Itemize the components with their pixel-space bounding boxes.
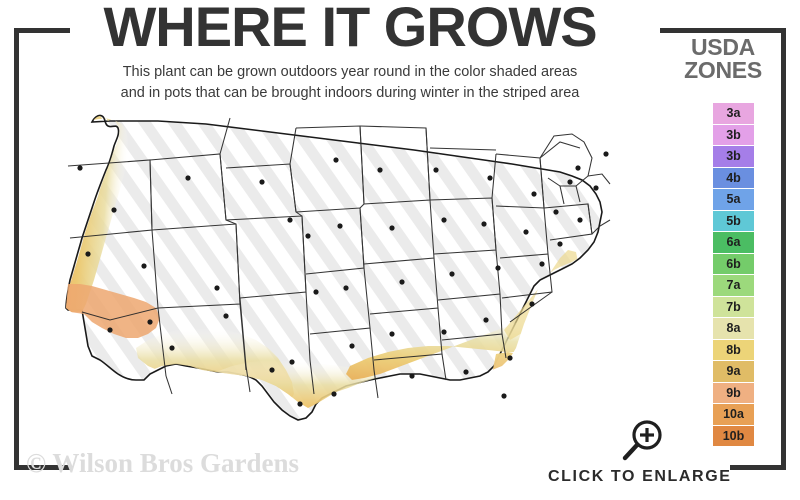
subtitle-line-1: This plant can be grown outdoors year ro… xyxy=(122,64,578,80)
frame-corner-top-right-horizontal xyxy=(660,28,786,33)
frame-edge-left xyxy=(14,28,19,470)
usda-zone-map[interactable] xyxy=(40,108,650,448)
legend-swatch-label: 8a xyxy=(726,321,741,335)
legend-swatch-3a-0: 3a xyxy=(713,103,754,125)
legend-swatch-6a-6: 6a xyxy=(713,232,754,254)
legend-swatch-6b-7: 6b xyxy=(713,253,754,275)
state-borders xyxy=(67,117,611,399)
legend-swatch-3b-1: 3b xyxy=(713,124,754,146)
legend-swatch-9a-12: 9a xyxy=(713,361,754,383)
legend-swatch-label: 3b xyxy=(726,127,741,142)
legend-swatch-4b-3: 4b xyxy=(713,167,754,189)
legend-swatch-label: 10b xyxy=(722,428,745,443)
legend-title-line-1: USDA xyxy=(691,34,755,60)
legend-swatch-7b-9: 7b xyxy=(713,296,754,318)
legend-swatch-5b-5: 5b xyxy=(713,210,754,232)
legend-swatch-3b-2: 3b xyxy=(713,146,754,168)
legend-swatch-label: 10a xyxy=(723,407,744,421)
legend-swatch-label: 5a xyxy=(726,192,741,206)
legend-swatch-label: 4b xyxy=(726,170,741,185)
legend-swatch-label: 6a xyxy=(726,235,741,249)
legend-title-line-2: ZONES xyxy=(684,57,762,83)
magnifier-plus-icon[interactable] xyxy=(620,418,666,464)
subtitle-line-2: and in pots that can be brought indoors … xyxy=(120,85,580,102)
frame-corner-bottom-left-horizontal xyxy=(14,465,70,470)
page-subtitle: This plant can be grown outdoors year ro… xyxy=(40,62,660,104)
frame-edge-right xyxy=(781,28,786,470)
legend-swatch-label: 5b xyxy=(726,213,741,228)
legend-swatch-10b-15: 10b xyxy=(713,425,754,447)
legend-swatch-label: 3a xyxy=(726,106,741,120)
shaded-region-pacific-coast xyxy=(66,115,128,312)
legend-swatch-label: 8b xyxy=(726,342,741,357)
legend-title: USDA ZONES xyxy=(660,36,786,82)
click-to-enlarge-label[interactable]: CLICK TO ENLARGE xyxy=(548,468,732,485)
page-title: WHERE IT GROWS xyxy=(103,0,597,58)
legend-swatch-10a-14: 10a xyxy=(713,404,754,426)
legend-swatch-label: 6b xyxy=(726,256,741,271)
legend-swatch-label: 7b xyxy=(726,299,741,314)
legend-swatch-8b-11: 8b xyxy=(713,339,754,361)
usda-zones-legend: USDA ZONES 3a 3b 3b 4b 5a 5b 6a 6b 7a 7b 8a 8b 9a 9b 1… xyxy=(660,36,786,447)
frame-corner-top-left-horizontal xyxy=(14,28,70,33)
legend-swatch-8a-10: 8a xyxy=(713,318,754,340)
shaded-region-florida xyxy=(490,352,526,408)
legend-swatch-5a-4: 5a xyxy=(713,189,754,211)
map-city-dots xyxy=(77,151,609,407)
legend-swatch-label: 7a xyxy=(726,278,741,292)
legend-swatch-label: 9a xyxy=(726,364,741,378)
shaded-region-southern-california xyxy=(66,284,160,338)
legend-swatch-7a-8: 7a xyxy=(713,275,754,297)
legend-swatch-label: 3b xyxy=(726,149,741,163)
watermark: © Wilson Bros Gardens xyxy=(26,448,299,478)
legend-swatch-label: 9b xyxy=(726,385,741,400)
legend-swatch-list: 3a 3b 3b 4b 5a 5b 6a 6b 7a 7b 8a 8b 9a 9b 10a 10b xyxy=(713,103,754,447)
frame-corner-bottom-right-horizontal xyxy=(730,465,786,470)
legend-swatch-9b-13: 9b xyxy=(713,382,754,404)
